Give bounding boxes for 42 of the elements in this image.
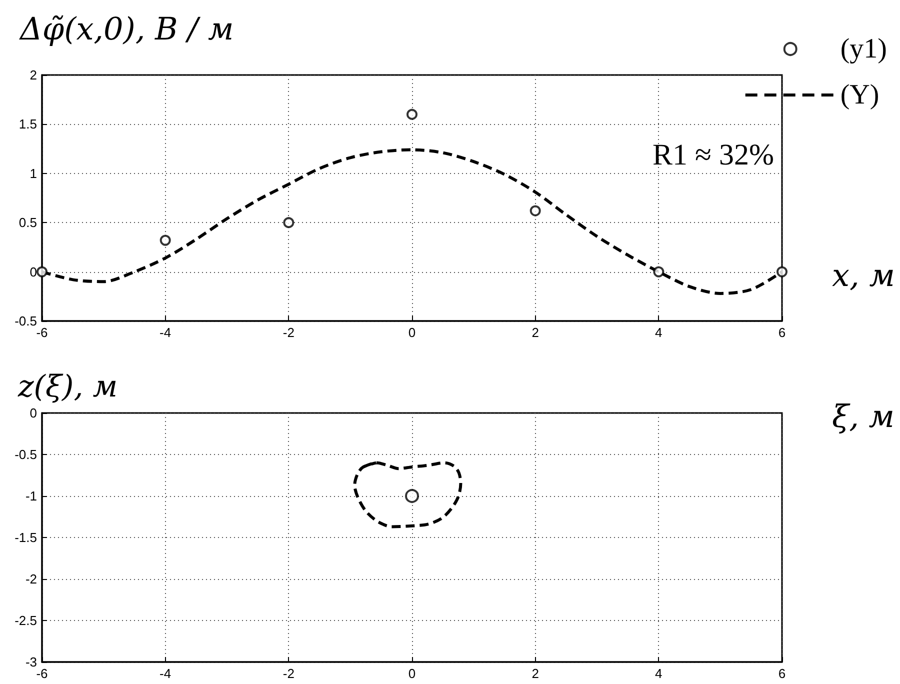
point [530, 205, 541, 216]
y-tick-label: -2.5 [14, 613, 37, 628]
x-tick-label: 4 [655, 325, 662, 340]
x-tick-label: -2 [282, 666, 294, 681]
x-tick-label: 2 [532, 325, 539, 340]
x-tick-label: 6 [778, 325, 786, 340]
y-tick-label: -3 [25, 654, 37, 670]
y-tick-label: -2 [25, 572, 37, 586]
y-tick-label: 1.5 [18, 116, 37, 132]
y-tick-label: -1.5 [14, 530, 37, 545]
y-tick-label: 0 [30, 406, 37, 420]
x-tick-label: -2 [282, 325, 294, 340]
point [36, 266, 48, 278]
y-tick-label: -0.5 [14, 447, 37, 462]
x-tick-label: 0 [408, 666, 416, 681]
y-axis-title: z(ξ), м [17, 370, 118, 404]
x-tick-label: 2 [532, 666, 539, 681]
point [406, 108, 418, 120]
point [283, 217, 294, 228]
x-tick-label: -6 [36, 666, 48, 681]
point [653, 266, 664, 278]
y-tick-label: 2 [30, 68, 37, 82]
x-tick-label: -4 [160, 325, 172, 340]
y-tick-label: 0.5 [18, 215, 37, 230]
point [160, 234, 171, 246]
x-tick-label: 6 [778, 666, 786, 681]
y-tick-label: -0.5 [14, 314, 37, 328]
y-tick-label: 0 [30, 264, 37, 280]
x-tick-label: 4 [655, 666, 662, 681]
legend-label: (y1) [840, 34, 888, 64]
legend-label: (Y) [840, 80, 880, 110]
y-axis-title: Δφ̃(x,0), В / м [19, 12, 234, 48]
y-tick-label: -1 [25, 488, 37, 504]
x-axis-title: ξ, м [832, 399, 894, 435]
point [776, 266, 788, 278]
annotation: R1 ≈ 32% [652, 138, 774, 172]
x-tick-label: 0 [408, 325, 416, 340]
x-tick-label: -6 [36, 325, 48, 340]
line-series [353, 461, 462, 528]
x-tick-label: -4 [160, 666, 172, 681]
x-axis-title: x, м [832, 258, 895, 294]
y-tick-label: 1 [30, 166, 37, 181]
